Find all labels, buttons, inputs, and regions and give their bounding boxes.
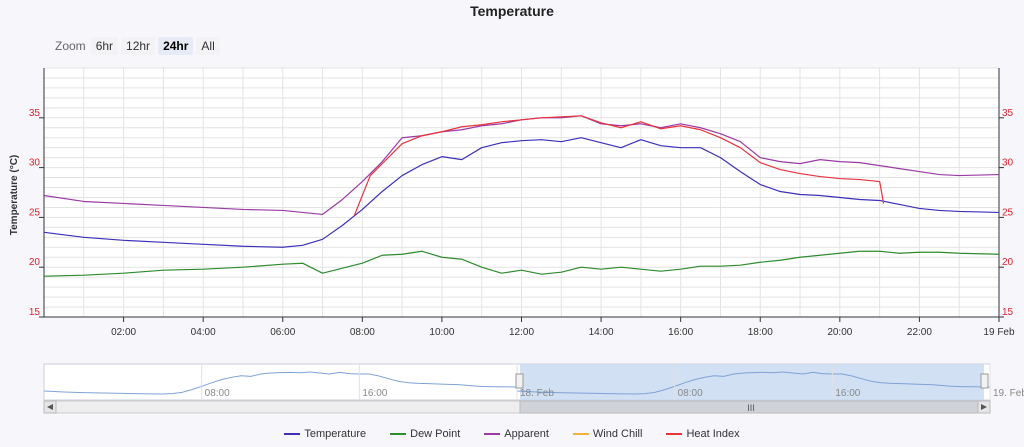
y-tick-label-right: 15 bbox=[1002, 307, 1014, 318]
x-tick-label: 16:00 bbox=[668, 327, 693, 338]
x-tick-label: 04:00 bbox=[191, 327, 216, 338]
zoom-bar: Zoom 6hr 12hr 24hr All bbox=[48, 36, 223, 56]
series-line-heat-index bbox=[353, 115, 885, 216]
series-line-dew-point bbox=[43, 250, 1000, 277]
zoom-12hr-button[interactable]: 12hr bbox=[121, 37, 156, 55]
navigator-selection[interactable] bbox=[520, 364, 984, 400]
legend-swatch bbox=[284, 433, 301, 435]
navigator-temperature-line bbox=[516, 371, 991, 395]
legend-swatch bbox=[572, 433, 589, 435]
legend-swatch bbox=[666, 433, 683, 435]
x-tick-label: 20:00 bbox=[827, 327, 852, 338]
y-tick-label-left: 25 bbox=[29, 207, 41, 218]
x-tick-label: 18:00 bbox=[748, 327, 773, 338]
x-tick-label: 10:00 bbox=[429, 327, 454, 338]
chart-title: Temperature bbox=[470, 3, 554, 19]
x-axis-ticks: 02:00 04:00 06:00 08:00 10:00 12:00 14:00 16:00… bbox=[111, 317, 1015, 338]
navigator-tick-label: 16:00 bbox=[362, 388, 387, 399]
legend-swatch bbox=[390, 433, 407, 435]
y-tick-label-right: 25 bbox=[1002, 207, 1014, 218]
series-lines bbox=[43, 115, 1000, 277]
legend-item-heat-index[interactable]: Heat Index bbox=[666, 428, 740, 440]
navigator-temperature-line bbox=[43, 371, 518, 395]
y-axis-ticks: 15 15 20 20 25 25 30 30 35 35 bbox=[29, 108, 1014, 318]
grid bbox=[44, 67, 999, 318]
x-tick-label: 22:00 bbox=[907, 327, 932, 338]
y-tick-label-left: 20 bbox=[29, 257, 41, 268]
y-tick-label-right: 30 bbox=[1002, 158, 1014, 169]
x-tick-label: 08:00 bbox=[350, 327, 375, 338]
navigator[interactable]: 08:00 16:00 18. Feb 08:00 16:00 19. Feb III bbox=[43, 363, 1024, 414]
x-tick-label: 12:00 bbox=[509, 327, 534, 338]
zoom-all-button[interactable]: All bbox=[196, 37, 220, 55]
y-tick-label-right: 20 bbox=[1002, 257, 1014, 268]
arrow-right-icon bbox=[981, 404, 987, 410]
x-tick-label: 02:00 bbox=[111, 327, 136, 338]
y-tick-label-right: 35 bbox=[1002, 108, 1014, 119]
navigator-tick-label: 08:00 bbox=[205, 388, 230, 399]
y-tick-label-left: 35 bbox=[29, 108, 41, 119]
navigator-tick-label: 16:00 bbox=[835, 388, 860, 399]
legend-item-wind-chill[interactable]: Wind Chill bbox=[572, 428, 642, 440]
scrollbar-grip-icon: III bbox=[747, 403, 755, 413]
x-tick-label: 19 Feb bbox=[983, 327, 1015, 338]
y-tick-label-left: 30 bbox=[29, 158, 41, 169]
legend-swatch bbox=[484, 433, 501, 435]
legend-item-dew-point[interactable]: Dew Point bbox=[390, 428, 460, 440]
navigator-tick-label: 19. Feb bbox=[993, 388, 1024, 399]
navigator-tick-label: 18. Feb bbox=[520, 388, 554, 399]
navigator-lines bbox=[43, 371, 991, 395]
y-axis-label: Temperature (°C) bbox=[9, 155, 20, 236]
navigator-left-handle[interactable] bbox=[515, 373, 524, 389]
y-tick-label-left: 15 bbox=[29, 307, 41, 318]
x-tick-label: 14:00 bbox=[589, 327, 614, 338]
zoom-24hr-button[interactable]: 24hr bbox=[158, 37, 194, 55]
zoom-label: Zoom bbox=[55, 39, 86, 53]
zoom-6hr-button[interactable]: 6hr bbox=[90, 37, 119, 55]
arrow-left-icon bbox=[47, 404, 53, 410]
series-line-temperature bbox=[43, 137, 1000, 248]
navigator-ticks: 08:00 16:00 18. Feb 08:00 16:00 19. Feb bbox=[201, 364, 1024, 400]
x-tick-label: 06:00 bbox=[270, 327, 295, 338]
navigator-tick-label: 08:00 bbox=[678, 388, 703, 399]
legend-item-apparent[interactable]: Apparent bbox=[484, 428, 549, 440]
navigator-right-handle[interactable] bbox=[980, 373, 989, 389]
legend: Temperature Dew Point Apparent Wind Chil… bbox=[0, 428, 1024, 440]
legend-item-temperature[interactable]: Temperature bbox=[284, 428, 366, 440]
